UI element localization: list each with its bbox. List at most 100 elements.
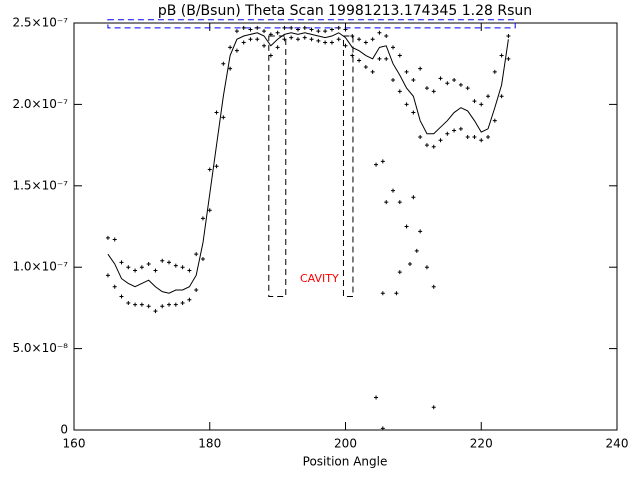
point — [329, 27, 334, 32]
point — [350, 53, 355, 58]
x-tick-label: 240 — [606, 437, 629, 451]
point — [194, 252, 199, 257]
point — [499, 94, 504, 99]
point — [228, 45, 233, 50]
point — [248, 27, 253, 32]
point — [357, 58, 362, 63]
point — [112, 237, 117, 242]
x-tick-label: 220 — [470, 437, 493, 451]
point — [214, 110, 219, 115]
point — [492, 69, 497, 74]
point — [268, 53, 273, 58]
point — [374, 162, 379, 167]
point — [458, 82, 463, 87]
point — [411, 195, 416, 200]
point — [370, 37, 375, 42]
point — [486, 94, 491, 99]
point — [404, 69, 409, 74]
point — [458, 126, 463, 131]
point — [343, 27, 348, 32]
point — [418, 134, 423, 139]
point — [173, 302, 178, 307]
point — [397, 200, 402, 205]
point — [506, 34, 511, 39]
point — [316, 38, 321, 43]
point — [397, 270, 402, 275]
point — [200, 216, 205, 221]
point — [424, 86, 429, 91]
point — [336, 37, 341, 42]
point — [187, 268, 192, 273]
point — [411, 110, 416, 115]
point — [302, 35, 307, 40]
line — [107, 32, 509, 294]
point — [380, 159, 385, 164]
point — [363, 64, 368, 69]
point — [167, 302, 172, 307]
point — [357, 37, 362, 42]
point — [377, 30, 382, 35]
point — [282, 37, 287, 42]
point — [139, 265, 144, 270]
x-tick-label: 180 — [198, 437, 221, 451]
point — [329, 40, 334, 45]
point — [472, 99, 477, 104]
point — [275, 30, 280, 35]
point — [248, 37, 253, 42]
dashed-box — [268, 35, 287, 298]
point — [323, 29, 328, 34]
point — [160, 258, 165, 263]
point — [255, 37, 260, 42]
point — [394, 291, 399, 296]
point — [407, 261, 412, 266]
point — [452, 77, 457, 82]
point — [309, 37, 314, 42]
point — [167, 260, 172, 265]
point — [241, 25, 246, 30]
point — [126, 301, 131, 306]
point — [228, 66, 233, 71]
point — [105, 235, 110, 240]
dashed-box — [342, 35, 354, 298]
point — [397, 53, 402, 58]
point — [343, 43, 348, 48]
point — [431, 89, 436, 94]
point — [112, 284, 117, 289]
point — [336, 25, 341, 30]
point — [146, 261, 151, 266]
point — [465, 134, 470, 139]
point — [268, 32, 273, 37]
y-tick-label: 2.5×10⁻⁷ — [12, 16, 68, 30]
point — [411, 77, 416, 82]
point — [105, 273, 110, 278]
point — [289, 35, 294, 40]
point — [486, 134, 491, 139]
x-tick-label: 160 — [63, 437, 86, 451]
point — [139, 302, 144, 307]
annotation: CAVITY — [300, 272, 339, 285]
point — [262, 43, 267, 48]
y-tick-label: 0 — [60, 423, 68, 437]
point — [404, 224, 409, 229]
point — [146, 304, 151, 309]
point — [262, 29, 267, 34]
y-tick-label: 1.0×10⁻⁷ — [12, 260, 68, 274]
point — [214, 164, 219, 169]
point — [153, 309, 158, 314]
point — [479, 138, 484, 143]
point — [126, 265, 131, 270]
point — [133, 268, 138, 273]
point — [370, 69, 375, 74]
point — [173, 263, 178, 268]
point — [153, 268, 158, 273]
point — [295, 27, 300, 32]
point — [492, 118, 497, 123]
point — [309, 27, 314, 32]
point — [506, 56, 511, 61]
point — [187, 297, 192, 302]
point — [289, 25, 294, 30]
point — [418, 66, 423, 71]
